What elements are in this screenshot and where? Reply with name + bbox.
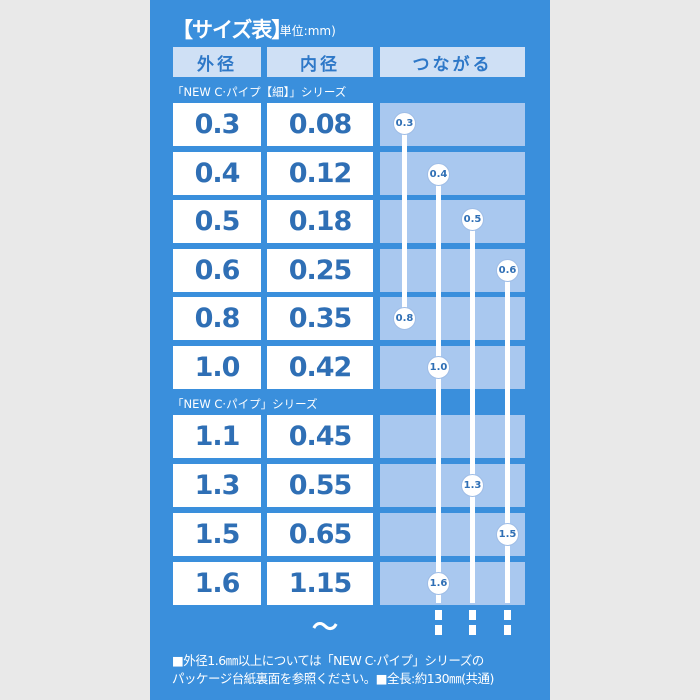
outer-diameter-cell: 1.3 bbox=[173, 464, 261, 507]
note-line-2: パッケージ台紙裏面を参照ください。■全長:約130㎜(共通) bbox=[172, 671, 494, 686]
outer-diameter-cell: 1.0 bbox=[173, 345, 261, 389]
continuation-dash bbox=[469, 625, 476, 635]
connection-line bbox=[436, 173, 441, 603]
header-inner-diameter: 内径 bbox=[267, 47, 373, 77]
continuation-dash bbox=[435, 610, 442, 620]
inner-diameter-cell: 0.12 bbox=[267, 151, 373, 195]
table-title: 【サイズ表】 bbox=[172, 18, 292, 42]
unit-label: (単位:mm) bbox=[275, 24, 336, 38]
inner-diameter-cell: 0.18 bbox=[267, 200, 373, 243]
size-marker: 0.4 bbox=[427, 162, 450, 186]
size-marker: 0.8 bbox=[393, 307, 416, 330]
inner-diameter-cell: 0.08 bbox=[267, 103, 373, 146]
connector-cell bbox=[380, 415, 525, 458]
outer-diameter-cell: 1.1 bbox=[173, 415, 261, 458]
outer-diameter-cell: 0.4 bbox=[173, 151, 261, 195]
header-connects: つながる bbox=[380, 47, 525, 77]
outer-diameter-cell: 0.6 bbox=[173, 248, 261, 292]
series-label: 「NEW C·パイプ」シリーズ bbox=[172, 397, 318, 411]
outer-diameter-cell: 1.6 bbox=[173, 562, 261, 605]
connection-line bbox=[505, 269, 510, 603]
connector-cell bbox=[380, 464, 525, 507]
outer-diameter-cell: 0.8 bbox=[173, 297, 261, 340]
size-marker: 0.6 bbox=[496, 258, 519, 282]
connection-line bbox=[402, 123, 407, 318]
size-marker: 1.3 bbox=[461, 474, 484, 497]
size-marker: 0.3 bbox=[393, 112, 416, 135]
continuation-dash bbox=[469, 610, 476, 620]
inner-diameter-cell: 0.65 bbox=[267, 513, 373, 556]
size-marker: 1.0 bbox=[427, 355, 450, 379]
size-marker: 1.6 bbox=[427, 572, 450, 595]
inner-diameter-cell: 0.42 bbox=[267, 345, 373, 389]
outer-diameter-cell: 0.3 bbox=[173, 103, 261, 146]
series-label: 「NEW C·パイプ【細】」シリーズ bbox=[172, 85, 347, 99]
inner-diameter-cell: 0.45 bbox=[267, 415, 373, 458]
note-line-1: ■外径1.6㎜以上については「NEW C·パイプ」シリーズの bbox=[172, 653, 484, 668]
header-outer-diameter: 外径 bbox=[173, 47, 261, 77]
connection-line bbox=[470, 219, 475, 603]
continuation-mark: 〜 bbox=[312, 613, 339, 643]
continuation-dash bbox=[504, 610, 511, 620]
connector-cell bbox=[380, 345, 525, 389]
continuation-dash bbox=[435, 625, 442, 635]
inner-diameter-cell: 0.35 bbox=[267, 297, 373, 340]
continuation-dash bbox=[504, 625, 511, 635]
inner-diameter-cell: 0.25 bbox=[267, 248, 373, 292]
outer-diameter-cell: 0.5 bbox=[173, 200, 261, 243]
size-marker: 0.5 bbox=[461, 208, 484, 231]
connector-cell bbox=[380, 562, 525, 605]
inner-diameter-cell: 1.15 bbox=[267, 562, 373, 605]
outer-diameter-cell: 1.5 bbox=[173, 513, 261, 556]
inner-diameter-cell: 0.55 bbox=[267, 464, 373, 507]
size-marker: 1.5 bbox=[496, 523, 519, 546]
